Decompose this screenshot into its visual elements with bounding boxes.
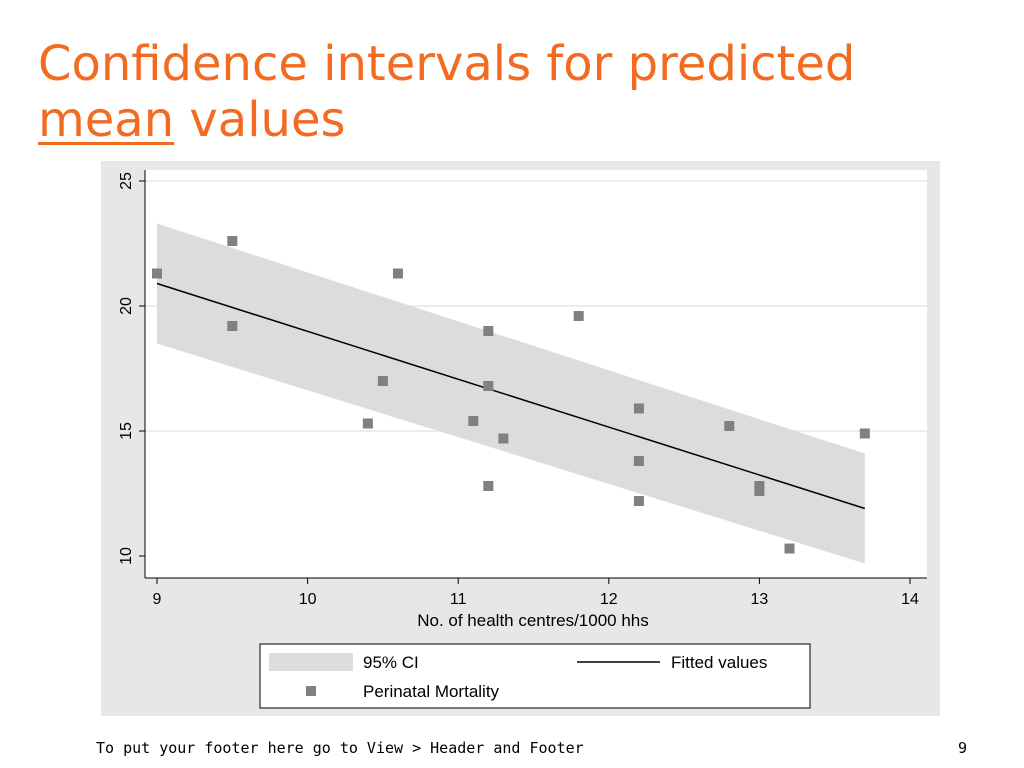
legend-label-fit: Fitted values <box>671 653 767 672</box>
y-tick-label: 15 <box>118 422 135 440</box>
data-point <box>633 496 644 506</box>
data-point <box>377 376 388 386</box>
slide-number: 9 <box>958 739 968 757</box>
data-point <box>724 421 735 431</box>
legend-label-ci: 95% CI <box>363 653 419 672</box>
axes: 10 15 20 25 9 10 11 12 13 14 <box>118 170 927 608</box>
ci-band <box>157 223 865 564</box>
title-line-2-rest: values <box>174 92 346 148</box>
x-axis-label: No. of health centres/1000 hhs <box>417 611 649 630</box>
data-point <box>784 543 795 554</box>
data-point <box>754 486 765 496</box>
data-point <box>633 456 644 466</box>
data-point <box>859 428 870 439</box>
points-layer <box>152 236 870 554</box>
data-point <box>362 418 373 429</box>
legend: 95% CI Fitted values Perinatal Mortality <box>259 643 811 709</box>
y-tick-label: 20 <box>118 297 135 315</box>
slide-title: Confidence intervals for predicted mean v… <box>38 36 855 148</box>
footer-text: To put your footer here go to View > Hea… <box>96 739 584 757</box>
data-point <box>152 268 162 279</box>
title-line-1: Confidence intervals for predicted <box>38 36 856 92</box>
ci-band-layer <box>157 223 865 564</box>
fit-line-layer <box>156 282 866 510</box>
x-tick-label: 11 <box>450 591 467 608</box>
x-tick-label: 14 <box>901 591 919 608</box>
chart-panel: 10 15 20 25 9 10 11 12 13 14 No. of health centre… <box>101 161 940 716</box>
data-point <box>633 403 644 414</box>
y-tick-label: 10 <box>118 547 135 565</box>
x-tick-label: 10 <box>299 591 317 608</box>
data-point <box>227 236 238 246</box>
data-point <box>483 326 494 336</box>
data-point <box>392 268 403 279</box>
title-underlined-word: mean <box>38 92 175 148</box>
scatter-chart: 10 15 20 25 9 10 11 12 13 14 No. of health centre… <box>118 170 927 709</box>
x-tick-label: 13 <box>751 591 769 608</box>
legend-label-points: Perinatal Mortality <box>363 682 500 701</box>
x-tick-label: 9 <box>153 591 162 608</box>
legend-swatch-ci <box>269 653 353 671</box>
data-point <box>573 311 584 321</box>
data-point <box>483 381 494 391</box>
x-tick-label: 12 <box>600 591 618 608</box>
fitted-line <box>156 282 866 510</box>
data-point <box>468 416 479 426</box>
data-point <box>483 481 494 491</box>
data-point <box>498 433 509 444</box>
data-point <box>227 321 238 331</box>
y-tick-label: 25 <box>118 172 135 190</box>
legend-swatch-points <box>306 686 316 696</box>
